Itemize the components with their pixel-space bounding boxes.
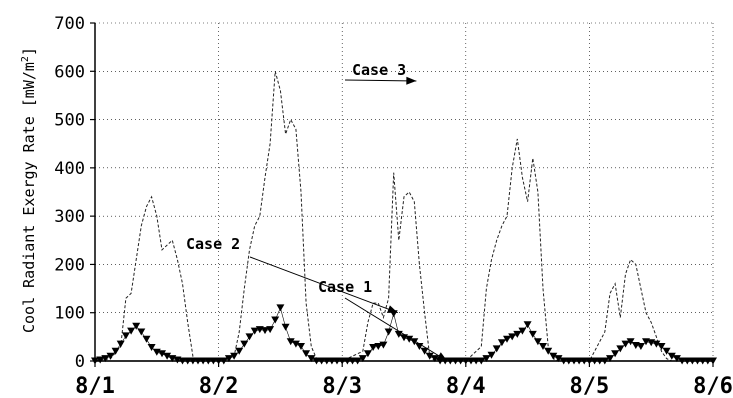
case-3-annotation-label: Case 3: [352, 61, 406, 79]
case-2-marker: [271, 317, 279, 324]
y-axis-label-close: ]: [20, 47, 38, 56]
case-2-annotation-arrow: [250, 257, 398, 313]
x-tick-labels: 8/1 8/2 8/3 8/4 8/5 8/6: [75, 374, 733, 398]
case-2-marker: [137, 329, 145, 336]
x-tick-label: 8/1: [75, 374, 115, 398]
y-tick-label: 100: [54, 304, 85, 324]
case-3-annotation-arrow: [345, 80, 416, 81]
x-tick-label: 8/3: [322, 374, 362, 398]
x-tick-label: 8/6: [693, 374, 733, 398]
case-2-marker: [122, 332, 130, 339]
case-2-marker: [637, 343, 645, 350]
y-axis-label: Cool Radiant Exergy Rate [mW/m2]: [20, 47, 38, 333]
case-2-annotation-label: Case 2: [186, 235, 240, 253]
case-2-marker: [246, 333, 254, 340]
x-tick-label: 8/5: [570, 374, 610, 398]
y-tick-label: 200: [54, 255, 85, 275]
case-2-marker: [385, 329, 393, 336]
case-2-marker: [117, 341, 125, 348]
case-2-marker: [524, 321, 532, 328]
case-2-marker: [240, 341, 248, 348]
y-tick-label: 400: [54, 159, 85, 179]
case-2-marker: [276, 304, 284, 311]
x-tick-label: 8/2: [199, 374, 239, 398]
y-tick-label: 700: [54, 14, 85, 34]
x-tick-label: 8/4: [446, 374, 486, 398]
case-2-marker: [493, 345, 501, 352]
case-2-marker: [529, 331, 537, 338]
case-2-marker: [297, 343, 305, 350]
y-tick-label: 500: [54, 111, 85, 131]
y-tick-label: 300: [54, 207, 85, 227]
case-2-marker: [282, 324, 290, 331]
case-1-annotation-arrow: [345, 298, 447, 361]
case-2-arrowhead: [387, 305, 398, 313]
case-3-arrowhead: [406, 77, 416, 85]
case-2-marker: [498, 339, 506, 346]
y-axis-label-text: Cool Radiant Exergy Rate [mW/m2]: [20, 47, 38, 333]
y-tick-label: 600: [54, 62, 85, 82]
y-tick-labels: 0 100 200 300 400 500 600 700: [54, 14, 85, 372]
y-tick-label: 0: [75, 352, 85, 372]
case-2-marker: [143, 336, 151, 343]
